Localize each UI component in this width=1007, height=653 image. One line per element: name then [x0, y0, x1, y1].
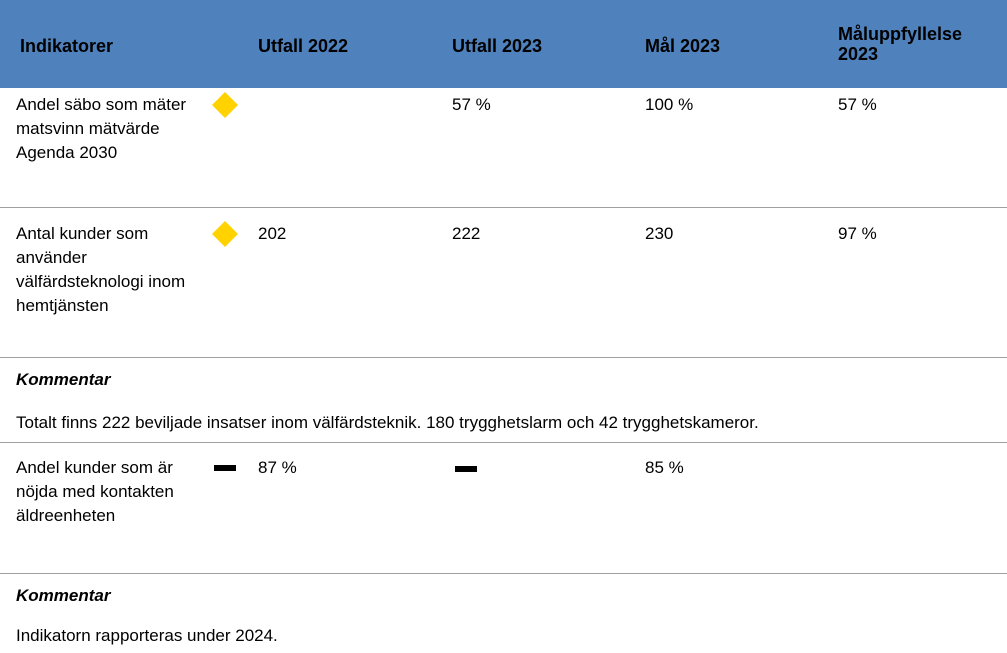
- header-cell: Indikatorer: [20, 36, 114, 56]
- table-row: [0, 442, 1007, 574]
- indicator-name: Andel kunder som är nöjda med kontakten …: [16, 458, 174, 525]
- indicator-name: Antal kunder som använder välfärdsteknol…: [16, 224, 186, 315]
- status-icon: [214, 465, 236, 471]
- cell: 222: [452, 224, 481, 243]
- table-header: [0, 0, 1007, 88]
- cell: 202: [258, 224, 287, 243]
- table-row: [0, 207, 1007, 358]
- status-icon: [455, 466, 477, 472]
- comment-title: Kommentar: [16, 586, 111, 605]
- cell: 230: [645, 224, 674, 243]
- cell: 97 %: [838, 224, 877, 243]
- status-icon: [212, 221, 238, 247]
- cell: 100 %: [645, 95, 694, 114]
- comment-title-row: [0, 357, 1007, 400]
- table-row: [0, 88, 1007, 208]
- cell: 85 %: [645, 458, 684, 477]
- header-cell: Måluppfyllelse 2023: [838, 24, 963, 64]
- comment-title: Kommentar: [16, 370, 111, 389]
- header-cell: Mål 2023: [645, 36, 721, 56]
- comment: Totalt finns 222 beviljade insatser inom…: [16, 413, 759, 432]
- status-icon: [212, 92, 238, 118]
- header-cell: Utfall 2022: [258, 36, 349, 56]
- comment: Indikatorn rapporteras under 2024.: [16, 626, 278, 645]
- header-cell: Utfall 2023: [452, 36, 543, 56]
- cell: 87 %: [258, 458, 297, 477]
- cell: 57 %: [452, 95, 491, 114]
- indicator-name: Andel säbo som mäter matsvinn mätvärde A…: [16, 95, 187, 162]
- comment-row: [0, 400, 1007, 443]
- cell: 57 %: [838, 95, 877, 114]
